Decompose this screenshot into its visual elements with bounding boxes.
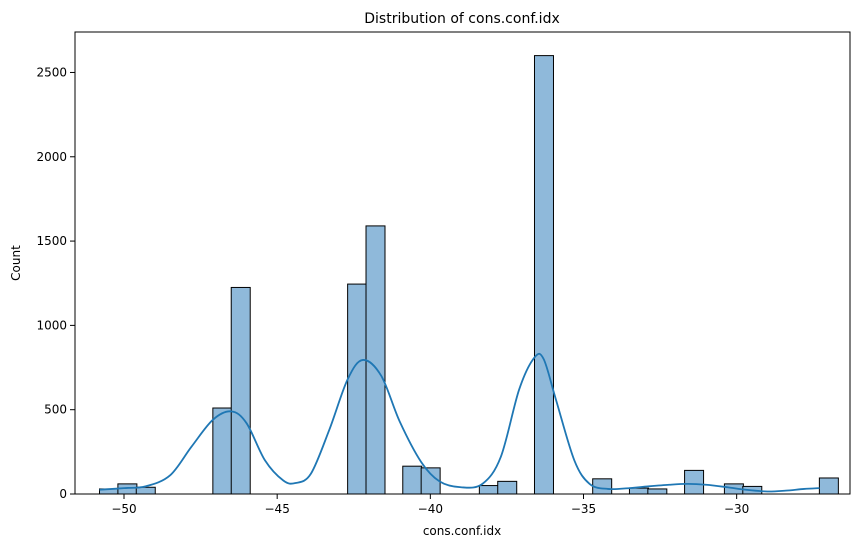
histogram-bar [647, 488, 668, 495]
histogram-bar [478, 485, 499, 495]
x-tick-label: −45 [265, 502, 290, 516]
y-axis: 0 500 1000 1500 2000 2500 [36, 65, 75, 501]
histogram-bar [365, 225, 386, 495]
kde-curve [99, 352, 820, 493]
x-tick-label: −30 [724, 502, 749, 516]
y-tick-label: 2000 [36, 150, 67, 164]
x-tick-label: −35 [571, 502, 596, 516]
y-tick-label: 1500 [36, 234, 67, 248]
x-tick-label: −50 [111, 502, 136, 516]
histogram-bars [99, 55, 839, 495]
y-tick-label: 0 [59, 487, 67, 501]
x-axis-label: cons.conf.idx [423, 524, 501, 538]
histogram-bar [347, 283, 368, 495]
histogram-bar [230, 286, 251, 495]
x-tick-label: −40 [418, 502, 443, 516]
y-tick-label: 500 [44, 403, 67, 417]
y-tick-label: 2500 [36, 65, 67, 79]
y-axis-label: Count [9, 245, 23, 281]
x-axis: −50 −45 −40 −35 −30 [111, 494, 749, 516]
histogram-bar [628, 487, 649, 495]
y-tick-label: 1000 [36, 318, 67, 332]
histogram-bar [212, 407, 233, 495]
histogram-bar [684, 469, 705, 495]
plot-frame [74, 31, 851, 495]
chart-title: Distribution of cons.conf.idx [364, 11, 560, 27]
histogram-bar [818, 477, 839, 495]
histogram-bar [497, 480, 518, 495]
histogram-bar [402, 465, 423, 495]
histogram-bar [533, 55, 554, 495]
